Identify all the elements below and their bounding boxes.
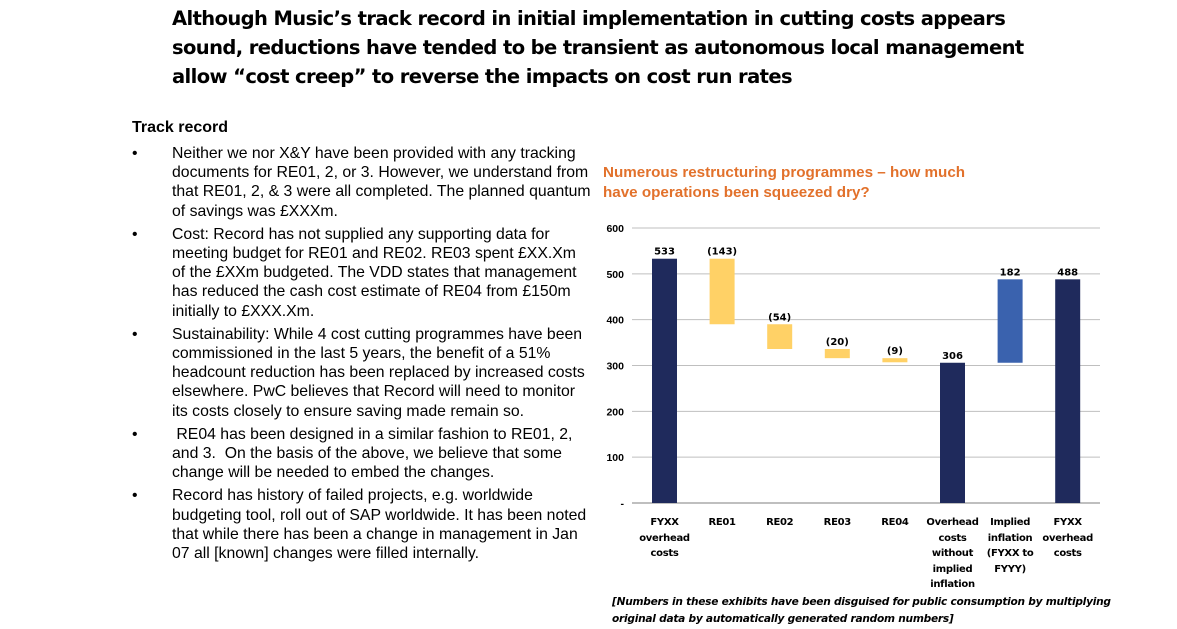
x-category-label: RE02 [750, 515, 810, 531]
track-record-bullets: • Neither we nor X&Y have been provided w… [132, 144, 592, 567]
x-category-label-line: RE02 [766, 517, 794, 528]
x-category-label-line: costs [938, 532, 967, 544]
x-category-label: FYXX overhead costs [1038, 515, 1098, 562]
x-category-label-line: (FYXX to [986, 548, 1034, 559]
x-category-label-line: RE04 [881, 517, 909, 528]
bar-decrease [882, 358, 908, 363]
x-category-label-line: Overhead [926, 517, 979, 528]
slide-title-line: allow “cost creep” to reverse the impact… [172, 65, 793, 88]
bullet-icon: • [132, 325, 138, 343]
x-category-label-line: FYYY) [994, 563, 1026, 575]
bar-total [652, 258, 677, 503]
x-category-label-line: FYXX [1053, 517, 1083, 528]
slide-title-line: sound, reductions have tended to be tran… [172, 36, 1024, 59]
chart-title: Numerous restructuring programmes – how … [603, 164, 966, 201]
y-tick-label: - [621, 498, 625, 510]
waterfall-chart: - 100 200 300 400 500 600 533 (143) (54) (20) (9) 3… [606, 223, 1100, 510]
y-axis-ticks: - 100 200 300 400 500 600 [606, 223, 624, 510]
x-category-label: FYXX overhead costs [635, 515, 695, 562]
bullet-icon: • [132, 487, 138, 505]
slide-title: Although Music’s track record in initial… [172, 4, 1052, 91]
data-label: 182 [1000, 267, 1021, 278]
bar-total [940, 362, 965, 503]
bullet-icon: • [132, 225, 138, 243]
x-category-label-line: FYXX [650, 517, 679, 528]
footnote: [Numbers in these exhibits have been dis… [612, 596, 1111, 625]
data-label: (54) [768, 312, 791, 323]
bullet-item: • Record has history of failed projects, … [132, 486, 592, 563]
data-label: 306 [942, 351, 963, 362]
bullet-text: Record has history of failed projects, e… [172, 487, 587, 563]
bar-increase [997, 279, 1023, 363]
x-category-label-line: costs [1053, 548, 1082, 559]
bullet-item: • Neither we nor X&Y have been provided w… [132, 144, 592, 221]
x-category-label-line: RE03 [823, 517, 852, 528]
track-record-heading: Track record [132, 119, 229, 136]
x-category-label-line: costs [650, 548, 679, 559]
bar-decrease [767, 324, 793, 349]
data-label: (143) [707, 247, 737, 258]
x-category-label: RE04 [865, 515, 925, 531]
x-category-label-line: Implied [990, 517, 1031, 528]
bar-total [1055, 279, 1081, 503]
bullet-icon: • [132, 425, 138, 443]
bar-decrease [709, 258, 735, 325]
data-label: 533 [654, 247, 675, 258]
bullet-item: • RE04 has been designed in a similar fa… [132, 425, 592, 483]
bars [652, 258, 1081, 503]
y-tick-label: 600 [606, 223, 624, 235]
y-tick-label: 300 [606, 361, 624, 373]
x-category-label-line: implied [932, 563, 973, 575]
gridlines [632, 227, 1100, 504]
x-category-label: Implied inflation (FYXX to FYYY) [980, 515, 1040, 577]
bullet-icon: • [132, 145, 138, 162]
x-category-label-line: without [931, 548, 974, 559]
x-category-label-line: overhead [1042, 532, 1093, 544]
x-category-label: Overhead costs without implied inflation [923, 515, 983, 593]
x-category-label: RE01 [692, 515, 752, 531]
bullet-item: • Cost: Record has not supplied any suppo… [132, 225, 592, 321]
y-tick-label: 500 [606, 269, 624, 281]
data-labels: 533 (143) (54) (20) (9) 306 182 488 [654, 247, 1078, 362]
data-label: (20) [826, 337, 849, 348]
slide-title-line: Although Music’s track record in initial… [172, 7, 1006, 30]
x-category-label-line: inflation [987, 532, 1033, 544]
y-tick-label: 200 [606, 406, 624, 418]
bullet-text: Cost: Record has not supplied any suppor… [172, 225, 577, 320]
x-category-label-line: RE01 [708, 517, 736, 528]
x-category-label-line: inflation [930, 579, 975, 590]
bar-decrease [824, 349, 850, 359]
data-label: (9) [887, 346, 903, 357]
x-category-label: RE03 [807, 515, 867, 531]
bullet-item: • Sustainability: While 4 cost cutting pr… [132, 325, 592, 421]
bullet-text: Neither we nor X&Y have been provided wi… [172, 145, 591, 220]
x-category-label-line: overhead [639, 532, 690, 544]
data-label: 488 [1057, 267, 1078, 278]
bullet-text: RE04 has been designed in a similar fash… [172, 425, 577, 482]
y-tick-label: 400 [606, 315, 624, 327]
y-tick-label: 100 [606, 452, 624, 464]
bullet-text: Sustainability: While 4 cost cutting pro… [172, 325, 585, 420]
